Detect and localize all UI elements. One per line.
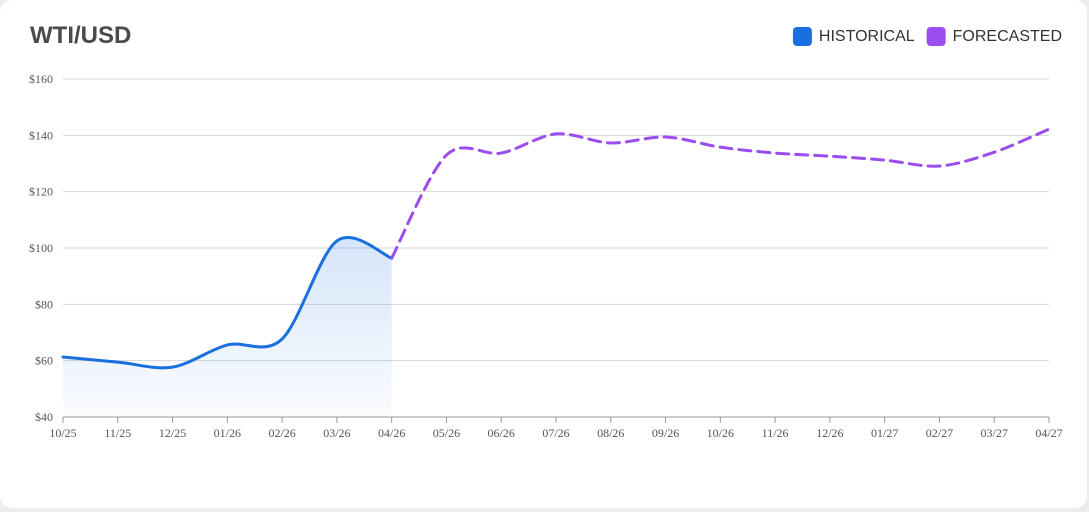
x-tick-label: 07/26 [542, 426, 569, 440]
y-tick-label: $120 [29, 185, 53, 199]
line [61, 236, 394, 370]
y-tick-label: $80 [35, 297, 53, 311]
legend-swatch [792, 27, 812, 46]
chart-title: WTI/USD [30, 22, 131, 49]
legend-label: FORECASTED [953, 28, 1062, 45]
y-tick-label: $40 [35, 410, 53, 424]
y-tick-label: $60 [35, 354, 53, 368]
legend-label: HISTORICAL [819, 28, 915, 45]
x-tick-label: 02/27 [926, 426, 953, 440]
x-tick-label: 10/25 [49, 426, 76, 440]
x-tick-label: 10/26 [707, 426, 734, 440]
x-tick-label: 06/26 [488, 426, 515, 440]
x-tick-label: 04/27 [1035, 426, 1062, 440]
x-tick-label: 08/26 [597, 426, 624, 440]
x-tick-label: 09/26 [652, 426, 679, 440]
x-tick-label: 11/26 [762, 426, 789, 440]
x-tick-label: 01/27 [871, 426, 898, 440]
x-tick-label: 04/26 [378, 426, 405, 440]
area [63, 237, 392, 417]
x-tick-label: 12/26 [816, 426, 843, 440]
x-tick-label: 01/26 [214, 426, 241, 440]
x-tick-label: 02/26 [268, 426, 295, 440]
x-tick-label: 03/26 [323, 426, 350, 440]
y-tick-label: $160 [29, 72, 53, 86]
y-tick-label: $100 [29, 241, 53, 255]
legend-swatch [926, 27, 946, 46]
y-tick-label: $140 [29, 128, 53, 142]
x-tick-label: 12/25 [159, 426, 186, 440]
line [390, 127, 1051, 260]
x-tick-label: 03/27 [981, 426, 1008, 440]
x-tick-label: 11/25 [104, 426, 131, 440]
x-tick-label: 05/26 [433, 426, 460, 440]
